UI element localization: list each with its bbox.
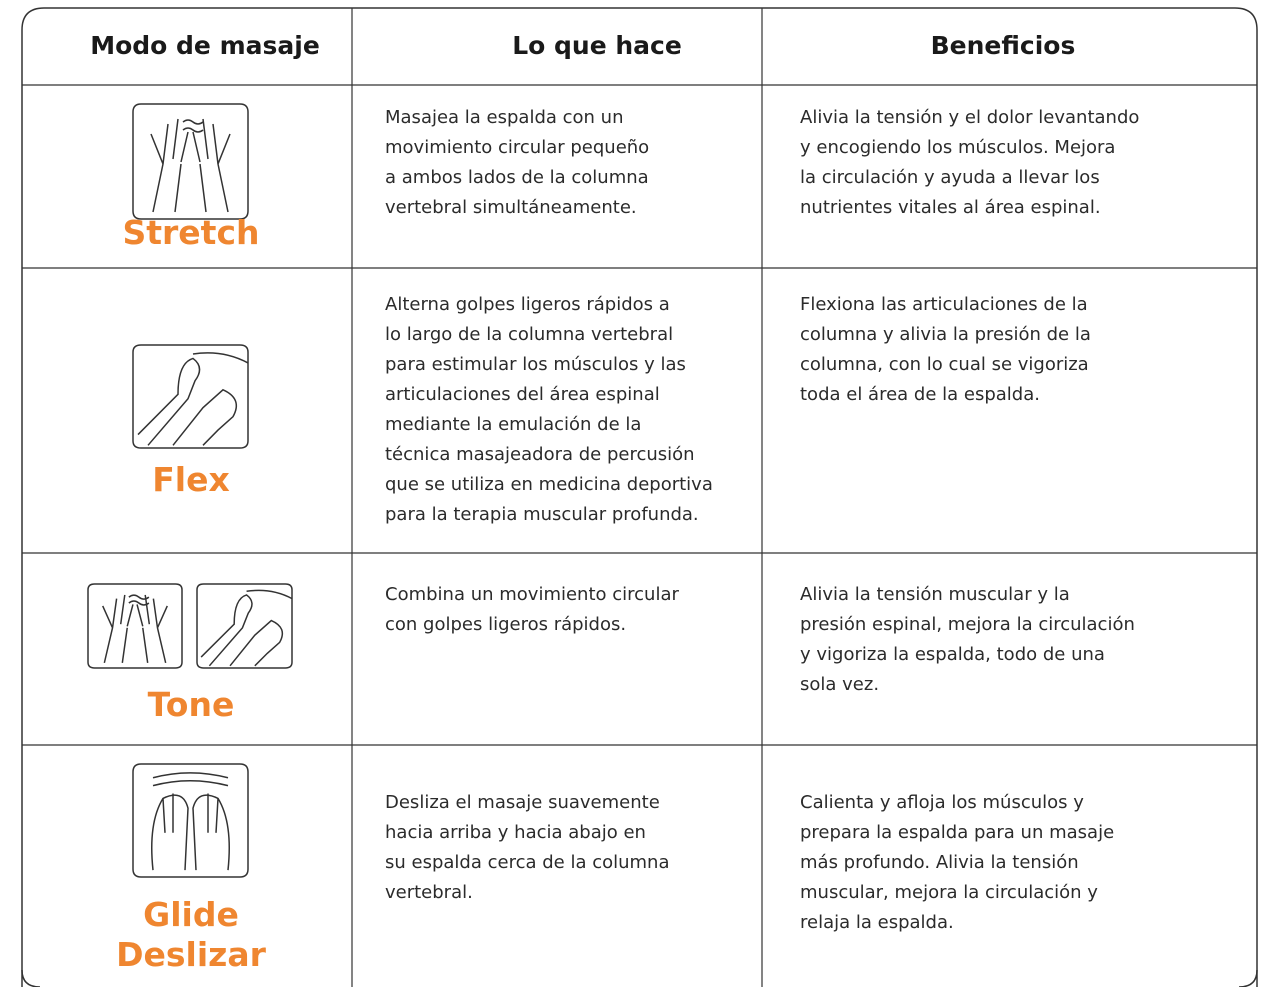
description-line: Alterna golpes ligeros rápidos a xyxy=(385,294,670,315)
description-line: articulaciones del área espinal xyxy=(385,384,660,405)
mode-name: Tone xyxy=(147,685,235,724)
mode-name: Flex xyxy=(152,460,230,499)
mode-icon xyxy=(196,583,293,669)
description-line: su espalda cerca de la columna xyxy=(385,852,670,873)
benefit-line: y encogiendo los músculos. Mejora xyxy=(800,137,1116,158)
column-header: Beneficios xyxy=(930,31,1076,60)
benefit-line: toda el área de la espalda. xyxy=(800,384,1040,405)
benefit-line: más profundo. Alivia la tensión xyxy=(800,852,1079,873)
benefit-line: Alivia la tensión muscular y la xyxy=(800,584,1070,605)
mode-icon xyxy=(87,583,183,669)
description-line: Desliza el masaje suavemente xyxy=(385,792,660,813)
mode-icon xyxy=(132,763,249,878)
description-line: Masajea la espalda con un xyxy=(385,107,624,128)
description-line: vertebral simultáneamente. xyxy=(385,197,637,218)
benefit-line: Flexiona las articulaciones de la xyxy=(800,294,1088,315)
benefit-line: sola vez. xyxy=(800,674,880,695)
description-line: a ambos lados de la columna xyxy=(385,167,649,188)
description-line: con golpes ligeros rápidos. xyxy=(385,614,627,635)
benefit-line: muscular, mejora la circulación y xyxy=(800,882,1098,903)
description-line: para la terapia muscular profunda. xyxy=(385,504,699,525)
column-header: Lo que hace xyxy=(512,31,682,60)
benefit-line: Calienta y afloja los músculos y xyxy=(800,792,1084,813)
benefit-line: presión espinal, mejora la circulación xyxy=(800,614,1135,635)
benefit-line: nutrientes vitales al área espinal. xyxy=(800,197,1101,218)
benefit-line: columna, con lo cual se vigoriza xyxy=(800,354,1089,375)
description-line: vertebral. xyxy=(385,882,473,903)
description-line: mediante la emulación de la xyxy=(385,414,642,435)
description-line: técnica masajeadora de percusión xyxy=(385,444,695,465)
description-line: para estimular los músculos y las xyxy=(385,354,686,375)
mode-name: Deslizar xyxy=(116,935,266,974)
description-line: lo largo de la columna vertebral xyxy=(385,324,674,345)
benefit-line: relaja la espalda. xyxy=(800,912,954,933)
description-line: hacia arriba y hacia abajo en xyxy=(385,822,646,843)
mode-icon xyxy=(132,103,249,220)
benefit-line: Alivia la tensión y el dolor levantando xyxy=(800,107,1140,128)
column-header: Modo de masaje xyxy=(90,31,320,60)
mode-name: Glide xyxy=(143,895,239,934)
benefit-line: y vigoriza la espalda, todo de una xyxy=(800,644,1105,665)
description-line: Combina un movimiento circular xyxy=(385,584,679,605)
mode-name: Stretch xyxy=(122,213,260,252)
benefit-line: prepara la espalda para un masaje xyxy=(800,822,1115,843)
description-line: movimiento circular pequeño xyxy=(385,137,650,158)
mode-icon xyxy=(132,344,249,449)
benefit-line: columna y alivia la presión de la xyxy=(800,324,1091,345)
description-line: que se utiliza en medicina deportiva xyxy=(385,474,713,495)
benefit-line: la circulación y ayuda a llevar los xyxy=(800,167,1100,188)
